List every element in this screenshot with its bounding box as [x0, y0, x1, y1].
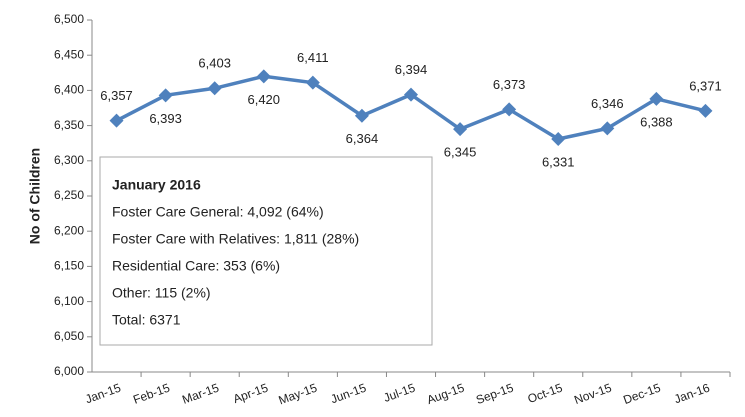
- marker: [354, 108, 369, 123]
- marker: [207, 81, 222, 96]
- data-label: 6,373: [493, 77, 526, 92]
- x-tick-label: Feb-15: [131, 381, 172, 407]
- y-tick-label: 6,100: [54, 294, 84, 308]
- marker: [109, 113, 124, 128]
- marker: [256, 69, 271, 84]
- data-label: 6,388: [640, 114, 673, 129]
- data-label: 6,346: [591, 96, 624, 111]
- x-tick-label: Jun-15: [329, 381, 369, 407]
- x-tick-label: May-15: [277, 381, 320, 408]
- marker: [502, 102, 517, 117]
- marker: [305, 75, 320, 90]
- y-tick-label: 6,300: [54, 153, 84, 167]
- x-tick-label: Jan-15: [83, 381, 123, 407]
- marker: [453, 122, 468, 137]
- data-label: 6,394: [395, 62, 428, 77]
- x-tick-label: Mar-15: [180, 381, 221, 407]
- annotation-box: [99, 156, 433, 346]
- annotation-line: January 2016: [112, 177, 201, 193]
- data-label: 6,364: [346, 131, 379, 146]
- marker: [551, 131, 566, 146]
- y-tick-label: 6,150: [54, 259, 84, 273]
- data-label: 6,345: [444, 145, 477, 160]
- y-tick-label: 6,200: [54, 223, 84, 237]
- data-label: 6,331: [542, 154, 575, 169]
- x-tick-label: Nov-15: [572, 381, 613, 407]
- y-tick-label: 6,400: [54, 83, 84, 97]
- x-tick-label: Jan-16: [672, 381, 712, 407]
- y-axis-label: No of Children: [27, 148, 43, 244]
- annotation-line: Residential Care: 353 (6%): [112, 258, 280, 274]
- annotation-line: Foster Care with Relatives: 1,811 (28%): [112, 231, 359, 247]
- marker: [600, 121, 615, 136]
- x-tick-label: Dec-15: [621, 381, 662, 407]
- data-label: 6,420: [247, 92, 280, 107]
- annotation-line: Foster Care General: 4,092 (64%): [112, 204, 324, 220]
- marker: [158, 88, 173, 103]
- x-tick-label: Oct-15: [526, 381, 565, 407]
- x-tick-label: Aug-15: [425, 381, 466, 408]
- data-label: 6,371: [689, 78, 722, 93]
- data-label: 6,357: [100, 88, 133, 103]
- y-tick-label: 6,500: [54, 12, 84, 26]
- annotation-line: Other: 115 (2%): [112, 285, 211, 301]
- annotation-line: Total: 6371: [112, 312, 181, 328]
- y-tick-label: 6,050: [54, 329, 84, 343]
- y-tick-label: 6,000: [54, 364, 84, 378]
- data-label: 6,411: [297, 50, 329, 65]
- marker: [404, 87, 418, 102]
- y-tick-label: 6,250: [54, 188, 84, 202]
- x-tick-label: Sep-15: [474, 381, 515, 408]
- marker: [698, 103, 713, 118]
- data-label: 6,393: [149, 111, 182, 126]
- marker: [649, 91, 664, 106]
- data-label: 6,403: [198, 56, 231, 71]
- x-tick-label: Apr-15: [231, 381, 270, 407]
- y-tick-label: 6,350: [54, 118, 84, 132]
- y-tick-label: 6,450: [54, 47, 84, 61]
- x-tick-label: Jul-15: [382, 381, 418, 405]
